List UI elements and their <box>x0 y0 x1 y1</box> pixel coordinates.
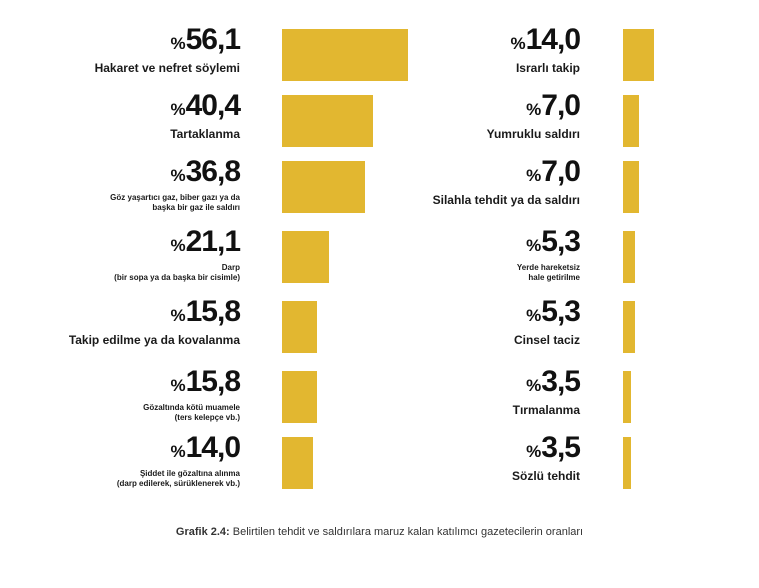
bar <box>623 231 635 283</box>
value-label: %5,3 <box>526 295 581 329</box>
percent-sign: % <box>170 236 186 255</box>
percent-sign: % <box>510 34 526 53</box>
value-label: %5,3 <box>526 225 581 259</box>
percent-sign: % <box>170 376 186 395</box>
percent-sign: % <box>526 166 542 185</box>
value-number: 40,4 <box>185 89 241 122</box>
category-label: Tartaklanma <box>170 127 240 141</box>
value-label: %14,0 <box>510 23 581 57</box>
value-label: %36,8 <box>170 155 241 189</box>
value-label: %15,8 <box>170 295 241 329</box>
percent-sign: % <box>170 306 186 325</box>
value-label: %15,8 <box>170 365 241 399</box>
percent-sign: % <box>170 166 186 185</box>
value-number: 5,3 <box>541 295 581 328</box>
category-label: Gözaltında kötü muamele (ters kelepçe vb… <box>143 403 240 423</box>
bar <box>282 231 329 283</box>
value-label: %7,0 <box>526 155 581 189</box>
bar <box>282 95 373 147</box>
category-label: Silahla tehdit ya da saldırı <box>432 193 580 207</box>
category-label: Darp (bir sopa ya da başka bir cisimle) <box>114 263 240 283</box>
value-number: 14,0 <box>525 23 581 56</box>
value-label: %21,1 <box>170 225 241 259</box>
bar <box>623 161 639 213</box>
category-label: Yumruklu saldırı <box>486 127 580 141</box>
percent-sign: % <box>526 100 542 119</box>
value-label: %14,0 <box>170 431 241 465</box>
bar <box>282 29 408 81</box>
value-number: 15,8 <box>185 295 241 328</box>
category-label: Göz yaşartıcı gaz, biber gazı ya da başk… <box>110 193 240 213</box>
caption-prefix: Grafik 2.4: <box>175 526 230 538</box>
bar <box>623 437 631 489</box>
bar <box>282 161 365 213</box>
percent-sign: % <box>526 306 542 325</box>
bar <box>282 437 313 489</box>
value-number: 56,1 <box>185 23 241 56</box>
category-label: Hakaret ve nefret söylemi <box>94 61 240 75</box>
caption-text: Belirtilen tehdit ve saldırılara maruz k… <box>229 526 584 538</box>
value-number: 14,0 <box>185 431 241 464</box>
category-label: Sözlü tehdit <box>512 469 580 483</box>
percent-sign: % <box>526 442 542 461</box>
category-label: Israrlı takip <box>515 61 580 75</box>
bar <box>623 29 654 81</box>
value-number: 21,1 <box>185 225 241 258</box>
bar <box>282 301 317 353</box>
value-number: 5,3 <box>541 225 581 258</box>
bar <box>623 301 635 353</box>
value-number: 3,5 <box>541 365 581 398</box>
percent-sign: % <box>170 100 186 119</box>
value-number: 36,8 <box>185 155 241 188</box>
value-label: %56,1 <box>170 23 241 57</box>
value-label: %3,5 <box>526 365 581 399</box>
bar <box>623 371 631 423</box>
value-number: 3,5 <box>541 431 581 464</box>
chart-caption: Grafik 2.4: Belirtilen tehdit ve saldırı… <box>0 526 759 538</box>
category-label: Tırmalanma <box>512 403 580 417</box>
category-label: Cinsel taciz <box>513 333 580 347</box>
bar <box>623 95 639 147</box>
value-label: %3,5 <box>526 431 581 465</box>
category-label: Yerde hareketsiz hale getirilme <box>516 263 580 283</box>
value-label: %7,0 <box>526 89 581 123</box>
bar <box>282 371 317 423</box>
value-number: 7,0 <box>541 155 581 188</box>
category-label: Takip edilme ya da kovalanma <box>68 333 240 347</box>
category-label: Şiddet ile gözaltına alınma (darp ediler… <box>116 469 240 489</box>
percent-sign: % <box>170 34 186 53</box>
value-label: %40,4 <box>170 89 241 123</box>
value-number: 15,8 <box>185 365 241 398</box>
percent-sign: % <box>526 376 542 395</box>
percent-sign: % <box>526 236 542 255</box>
value-number: 7,0 <box>541 89 581 122</box>
percent-sign: % <box>170 442 186 461</box>
